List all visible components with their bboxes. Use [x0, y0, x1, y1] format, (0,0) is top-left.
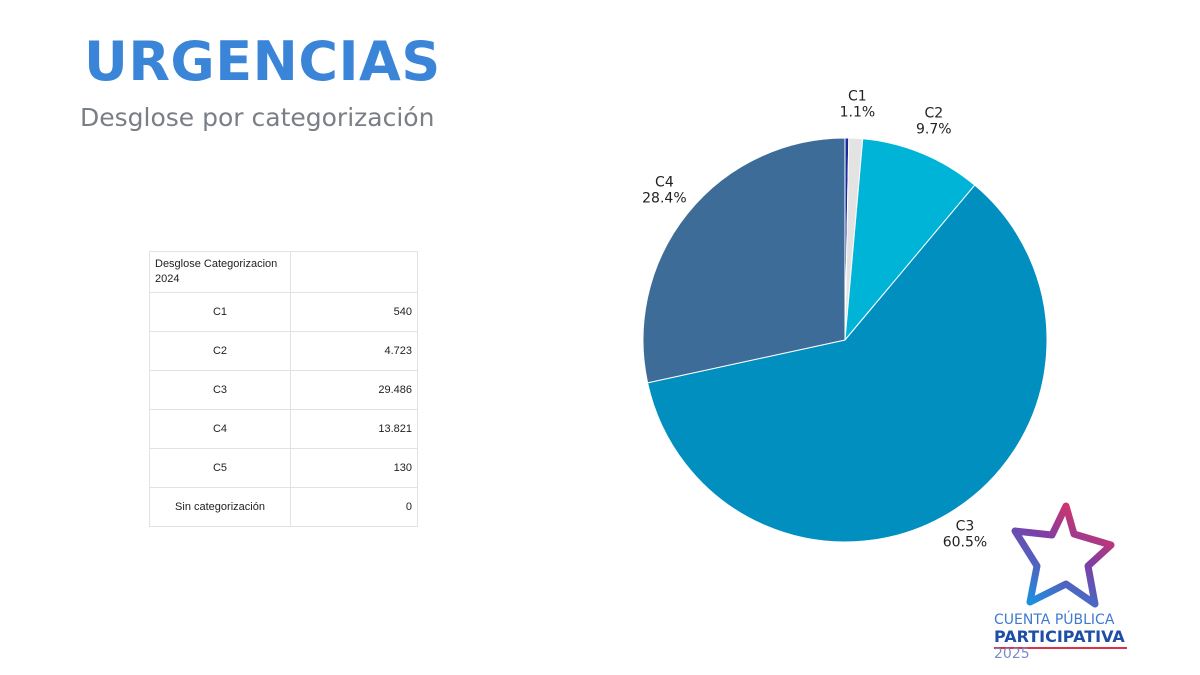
table-cell-value: 29.486 [290, 370, 418, 410]
table-row: C5 130 [149, 448, 418, 488]
table-cell-category: C5 [149, 448, 291, 488]
page-title: URGENCIAS [84, 30, 441, 93]
table-row: C4 13.821 [149, 409, 418, 449]
table-row: C2 4.723 [149, 331, 418, 371]
logo-text-cuenta-publica: CUENTA PÚBLICA [994, 612, 1115, 628]
table-cell-category: C3 [149, 370, 291, 410]
table-cell-category: C1 [149, 292, 291, 332]
table-header-empty [290, 251, 418, 293]
logo-text-year: 2025 [994, 646, 1030, 662]
page-subtitle: Desglose por categorización [80, 103, 435, 132]
pie-label-c3: C3 60.5% [943, 519, 987, 551]
table-cell-value: 0 [290, 487, 418, 527]
pie-slice-c2 [844, 138, 976, 342]
table-row: C1 540 [149, 292, 418, 332]
logo-text-participativa: PARTICIPATIVA [994, 627, 1125, 646]
pie-label-c4: C4 28.4% [642, 174, 686, 206]
table-row: C3 29.486 [149, 370, 418, 410]
star-icon [1011, 502, 1115, 608]
cuenta-publica-logo: CUENTA PÚBLICA PARTICIPATIVA 2025 [990, 498, 1135, 663]
pie-slice-c4 [642, 137, 846, 384]
categorization-table: Desglose Categorizacion 2024 C1 540 C2 4… [149, 251, 418, 527]
logo-underline [994, 647, 1127, 649]
table-cell-value: 130 [290, 448, 418, 488]
table-row: Sin categorización 0 [149, 487, 418, 527]
table-cell-value: 13.821 [290, 409, 418, 449]
table-cell-value: 540 [290, 292, 418, 332]
pie-label-c1: C1 1.1% [840, 90, 876, 120]
pie-chart: C1 1.1% C2 9.7% C3 60.5% C4 28.4% [642, 90, 1048, 551]
table-cell-category: C2 [149, 331, 291, 371]
table-cell-category: Sin categorización [149, 487, 291, 527]
table-cell-category: C4 [149, 409, 291, 449]
table-header-label: Desglose Categorizacion 2024 [149, 251, 291, 293]
table-header-row: Desglose Categorizacion 2024 [149, 251, 418, 293]
pie-slice-c3 [646, 184, 1048, 543]
table-cell-value: 4.723 [290, 331, 418, 371]
pie-label-c2: C2 9.7% [916, 106, 952, 138]
